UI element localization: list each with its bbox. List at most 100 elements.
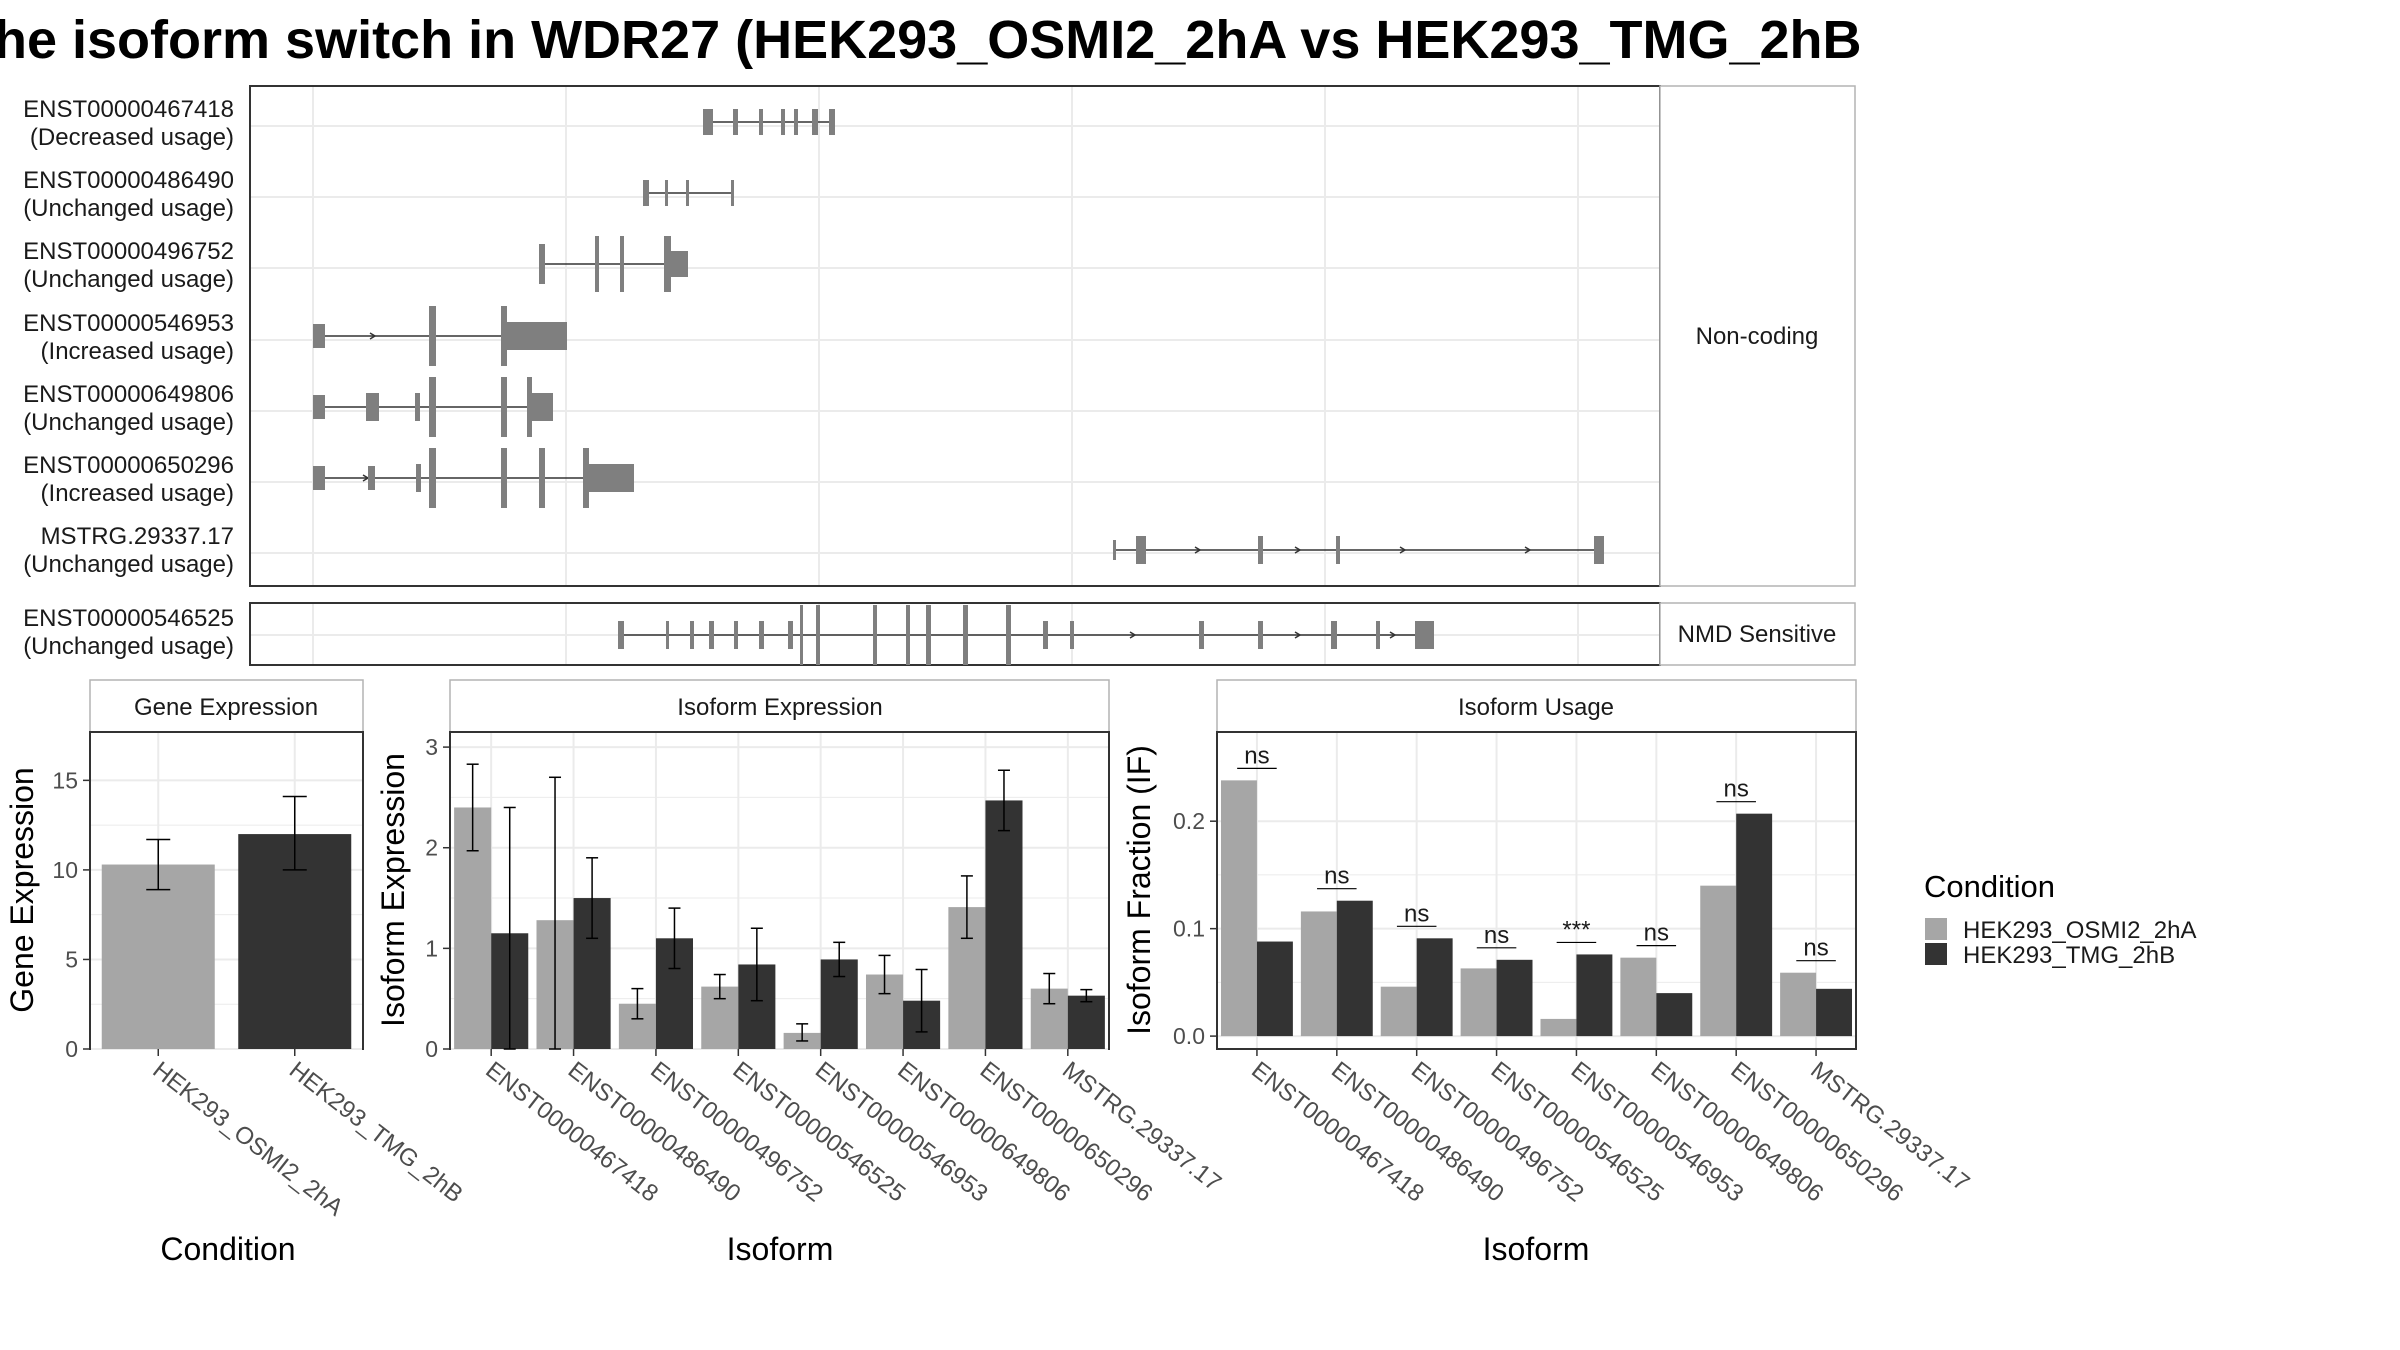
exon — [595, 236, 599, 292]
significance-label: ns — [1724, 776, 1749, 803]
exon — [794, 109, 798, 135]
y-axis-title: Gene Expression — [4, 767, 40, 1012]
exon — [416, 464, 421, 492]
legend-item-osmi2: HEK293_OSMI2_2hA — [1963, 917, 2196, 944]
exon — [686, 180, 689, 206]
isoform-label-usage: (Unchanged usage) — [23, 195, 234, 222]
exon — [429, 306, 436, 366]
legend: Condition HEK293_OSMI2_2hA HEK293_TMG_2h… — [1924, 869, 2196, 969]
bar — [1220, 780, 1257, 1037]
isoform-label-usage: (Increased usage) — [41, 480, 234, 507]
exon — [539, 244, 545, 284]
y-tick-label: 0 — [425, 1036, 438, 1062]
strand-arrow — [1389, 631, 1397, 639]
isoform-labels: ENST00000467418 (Decreased usage) ENST00… — [23, 96, 234, 660]
y-tick-label: 1 — [425, 935, 438, 961]
y-tick-label: 15 — [52, 767, 78, 793]
significance-label: ns — [1484, 922, 1509, 949]
exon — [1006, 605, 1011, 665]
strand-arrow — [1294, 631, 1302, 639]
legend-title: Condition — [1924, 869, 2055, 904]
exon — [429, 448, 436, 508]
y-tick-label: 10 — [52, 857, 78, 883]
exon — [665, 180, 668, 206]
facet-strip-nmd — [1659, 602, 1856, 666]
y-tick-label: 0.0 — [1173, 1023, 1205, 1049]
exon — [583, 448, 589, 508]
facet-label-noncoding: Non-coding — [1696, 323, 1819, 350]
bar — [985, 800, 1023, 1049]
exon — [963, 605, 968, 665]
exon — [690, 621, 694, 649]
x-axis-title: Isoform — [1483, 1231, 1590, 1267]
exon — [539, 448, 545, 508]
x-axis-title: Isoform — [727, 1231, 834, 1267]
facet-strip-noncoding — [1659, 85, 1856, 587]
isoform-label-usage: (Unchanged usage) — [23, 551, 234, 578]
isoform-label-id: MSTRG.29337.17 — [41, 523, 234, 550]
exon — [366, 393, 379, 421]
page-title: he isoform switch in WDR27 (HEK293_OSMI2… — [0, 10, 1862, 70]
exon — [1336, 536, 1340, 564]
exon — [527, 377, 532, 437]
exon — [507, 322, 567, 350]
legend-item-tmg: HEK293_TMG_2hB — [1963, 942, 2175, 969]
exon — [1331, 621, 1337, 649]
structure-grid — [251, 87, 1659, 664]
bar — [1540, 1018, 1577, 1037]
bar — [1656, 993, 1693, 1037]
exon — [709, 621, 714, 649]
exon — [759, 621, 764, 649]
significance-label: *** — [1562, 916, 1590, 943]
strand-arrow — [1294, 546, 1302, 554]
exon — [501, 306, 507, 366]
y-tick-label: 0 — [65, 1036, 78, 1062]
y-tick-label: 5 — [65, 946, 78, 972]
strand-arrow — [1524, 546, 1532, 554]
exon — [1199, 621, 1204, 649]
y-tick-label: 3 — [425, 734, 438, 760]
significance-label: ns — [1803, 935, 1828, 962]
exon — [618, 621, 624, 649]
exon — [703, 109, 713, 135]
exon — [800, 605, 803, 665]
exon — [1136, 536, 1146, 564]
exon — [1258, 536, 1263, 564]
isoform-usage-chart: Isoform Usage 0.0 0.1 0.2 ns ns ns ns *** ns ns ns… — [1121, 679, 1974, 1267]
exon — [812, 109, 818, 135]
strand-arrow — [1129, 631, 1137, 639]
isoform-label-id: ENST00000486490 — [23, 167, 234, 194]
exon — [664, 236, 671, 292]
exon — [620, 236, 624, 292]
y-axis-title: Isoform Fraction (IF) — [1121, 745, 1157, 1035]
bar — [1460, 968, 1497, 1037]
exon — [781, 109, 785, 135]
facet-strip-gene-expression — [89, 679, 364, 733]
bar — [1736, 813, 1773, 1037]
strand-arrow — [1194, 546, 1202, 554]
isoform-label-id: ENST00000546525 — [23, 605, 234, 632]
gene-structure-plot: Non-coding NMD Sensitive ENST00000467418… — [23, 85, 1856, 666]
exon — [671, 251, 688, 277]
bar — [1496, 959, 1533, 1037]
facet-title: Isoform Expression — [677, 694, 882, 721]
exon — [501, 377, 507, 437]
exon — [313, 395, 325, 419]
y-tick-label: 2 — [425, 835, 438, 861]
significance-label: ns — [1404, 900, 1429, 927]
transcript-models — [313, 109, 1604, 665]
exon — [788, 621, 793, 649]
x-axis-title: Condition — [160, 1231, 295, 1267]
exon — [816, 605, 820, 665]
bar — [1780, 972, 1817, 1037]
significance-label: ns — [1644, 920, 1669, 947]
strand-arrow — [1399, 546, 1407, 554]
bar — [1256, 941, 1293, 1037]
exon — [733, 109, 738, 135]
bar — [1416, 938, 1453, 1037]
exon — [368, 466, 375, 490]
isoform-label-id: ENST00000546953 — [23, 310, 234, 337]
bar — [1620, 957, 1657, 1037]
exon — [1415, 621, 1434, 649]
